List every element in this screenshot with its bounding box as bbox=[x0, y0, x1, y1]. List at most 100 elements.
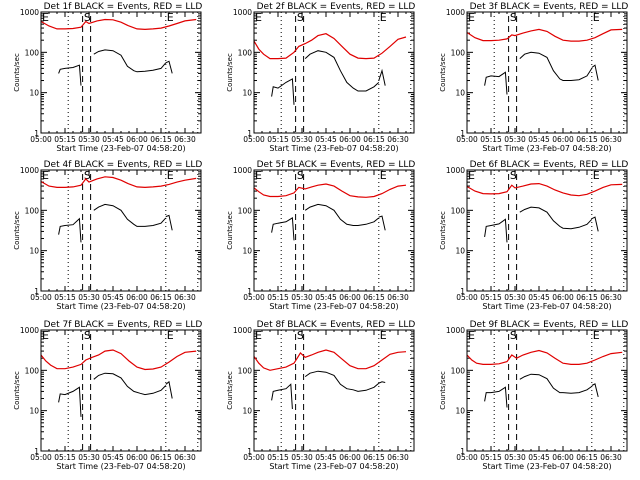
x-tick-label: 05:30 bbox=[78, 293, 100, 302]
s-marker-label: S bbox=[297, 169, 304, 182]
events-series-line bbox=[93, 372, 167, 396]
x-tick-label: 05:00 bbox=[456, 135, 478, 144]
x-tick-label: 06:00 bbox=[126, 293, 148, 302]
plot-frame bbox=[466, 11, 628, 134]
events-series-line bbox=[484, 386, 508, 408]
e-marker-label: E bbox=[380, 11, 387, 24]
x-tick-label: 06:30 bbox=[174, 293, 196, 302]
x-axis-label: Start Time (23-Feb-07 04:58:20) bbox=[482, 302, 611, 311]
y-tick-label: 1000 bbox=[446, 326, 465, 335]
y-tick-label: 1 bbox=[34, 447, 39, 456]
x-axis-label: Start Time (23-Feb-07 04:58:20) bbox=[269, 144, 398, 153]
y-tick-label: 10 bbox=[29, 247, 39, 256]
events-series-line bbox=[58, 386, 82, 417]
plot-frame bbox=[40, 169, 202, 292]
events-series-line bbox=[58, 64, 82, 86]
events-series-line bbox=[271, 383, 293, 410]
events-series-line bbox=[591, 383, 599, 398]
y-tick-label: 1 bbox=[247, 287, 252, 296]
y-axis-label: Counts/sec bbox=[439, 211, 447, 250]
x-tick-label: 05:15 bbox=[480, 293, 502, 302]
x-tick-label: 05:15 bbox=[54, 453, 76, 462]
y-tick-label: 1 bbox=[247, 447, 252, 456]
plot-frame bbox=[253, 329, 415, 452]
x-tick-label: 05:45 bbox=[315, 135, 337, 144]
x-tick-label: 05:15 bbox=[267, 135, 289, 144]
x-tick-label: 06:00 bbox=[339, 453, 361, 462]
plot-frame bbox=[40, 11, 202, 134]
y-tick-label: 1000 bbox=[446, 166, 465, 175]
events-series-line bbox=[378, 68, 386, 86]
x-tick-label: 05:45 bbox=[528, 453, 550, 462]
panel-title: Det 1f BLACK = Events, RED = LLD bbox=[44, 2, 203, 12]
panel-det-4: Det 4f BLACK = Events, RED = LLD 1 10 100 10… bbox=[13, 160, 202, 311]
panel-det-6: Det 6f BLACK = Events, RED = LLD 1 10 100 10… bbox=[439, 160, 628, 311]
s-marker-label: S bbox=[84, 169, 91, 182]
lld-series-line bbox=[40, 349, 197, 371]
y-tick-label: 1000 bbox=[20, 166, 39, 175]
events-series-line bbox=[591, 216, 599, 232]
lld-series-line bbox=[466, 349, 623, 365]
x-tick-label: 06:00 bbox=[339, 135, 361, 144]
s-marker-label: S bbox=[297, 11, 304, 24]
y-tick-label: 1000 bbox=[233, 8, 252, 17]
e-marker-label: E bbox=[380, 329, 387, 342]
x-tick-label: 05:30 bbox=[504, 135, 526, 144]
panel-title: Det 3f BLACK = Events, RED = LLD bbox=[470, 2, 629, 12]
y-tick-label: 1000 bbox=[233, 326, 252, 335]
events-series-line bbox=[165, 380, 173, 399]
e-marker-label: E bbox=[255, 329, 262, 342]
e-marker-label: E bbox=[468, 329, 475, 342]
x-tick-label: 06:30 bbox=[387, 293, 409, 302]
panel-det-7: Det 7f BLACK = Events, RED = LLD 1 10 100 10… bbox=[13, 320, 202, 471]
lld-series-line bbox=[253, 33, 407, 60]
y-tick-label: 100 bbox=[451, 206, 466, 215]
events-series-line bbox=[165, 214, 173, 231]
y-tick-label: 1 bbox=[460, 129, 465, 138]
x-tick-label: 05:30 bbox=[504, 293, 526, 302]
x-tick-label: 06:15 bbox=[576, 453, 598, 462]
e-marker-label: E bbox=[593, 11, 600, 24]
y-tick-label: 1000 bbox=[20, 326, 39, 335]
events-series-line bbox=[591, 64, 599, 81]
events-series-line bbox=[304, 203, 380, 226]
plot-frame bbox=[253, 11, 415, 134]
events-series-line bbox=[519, 51, 593, 81]
y-axis-label: Counts/sec bbox=[226, 53, 234, 92]
panel-title: Det 2f BLACK = Events, RED = LLD bbox=[257, 2, 416, 12]
events-series-line bbox=[271, 78, 295, 105]
e-marker-label: E bbox=[42, 11, 49, 24]
x-tick-label: 06:15 bbox=[363, 135, 385, 144]
lld-series-line bbox=[466, 28, 623, 42]
e-marker-label: E bbox=[593, 169, 600, 182]
y-axis-label: Counts/sec bbox=[226, 211, 234, 250]
x-tick-label: 06:15 bbox=[150, 453, 172, 462]
x-tick-label: 06:00 bbox=[339, 293, 361, 302]
plot-frame bbox=[466, 329, 628, 452]
s-marker-label: S bbox=[510, 11, 517, 24]
e-marker-label: E bbox=[468, 11, 475, 24]
x-tick-label: 06:00 bbox=[126, 453, 148, 462]
x-tick-label: 05:15 bbox=[267, 293, 289, 302]
y-tick-label: 10 bbox=[242, 247, 252, 256]
events-series-line bbox=[378, 381, 386, 384]
events-series-line bbox=[93, 203, 167, 227]
x-tick-label: 05:00 bbox=[30, 453, 52, 462]
e-marker-label: E bbox=[468, 169, 475, 182]
y-tick-label: 10 bbox=[455, 89, 465, 98]
events-series-line bbox=[304, 50, 380, 92]
y-axis-label: Counts/sec bbox=[13, 53, 21, 92]
y-tick-label: 10 bbox=[29, 89, 39, 98]
x-axis-label: Start Time (23-Feb-07 04:58:20) bbox=[56, 462, 185, 471]
panel-title: Det 6f BLACK = Events, RED = LLD bbox=[470, 160, 629, 170]
x-axis-label: Start Time (23-Feb-07 04:58:20) bbox=[482, 144, 611, 153]
y-tick-label: 100 bbox=[25, 48, 40, 57]
x-tick-label: 06:15 bbox=[363, 453, 385, 462]
lld-series-line bbox=[40, 176, 197, 189]
y-tick-label: 100 bbox=[25, 206, 40, 215]
plot-frame bbox=[253, 169, 415, 292]
plot-frame bbox=[40, 329, 202, 452]
panel-det-5: Det 5f BLACK = Events, RED = LLD 1 10 100 10… bbox=[226, 160, 415, 311]
x-tick-label: 05:45 bbox=[528, 293, 550, 302]
